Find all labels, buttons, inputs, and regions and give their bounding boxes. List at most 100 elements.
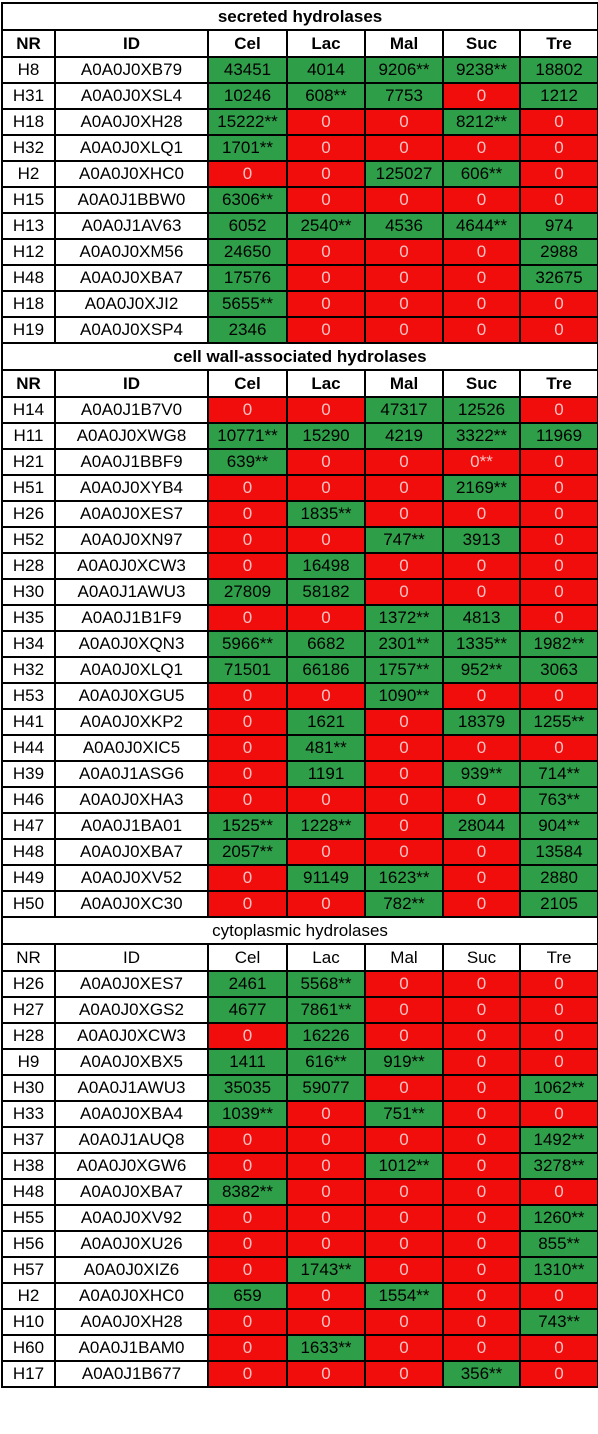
value-cell-tre: 0 <box>518 500 598 528</box>
id-cell: A0A0J0XGS2 <box>54 996 209 1024</box>
nr-cell: H12 <box>1 238 56 266</box>
table-row: H48 A0A0J0XBA7 17576 0 0 0 32675 <box>1 264 598 292</box>
nr-cell: H26 <box>1 970 56 998</box>
id-cell: A0A0J1ASG6 <box>54 760 209 788</box>
nr-cell: H30 <box>1 578 56 606</box>
value-cell-tre: 0 <box>518 1178 598 1206</box>
table-row: H18 A0A0J0XH28 15222** 0 0 8212** 0 <box>1 108 598 136</box>
column-header-suc: Suc <box>442 943 521 972</box>
value-cell-cel: 1701** <box>207 134 288 162</box>
value-cell-tre: 0 <box>518 1048 598 1076</box>
value-cell-tre: 3278** <box>518 1152 598 1180</box>
value-cell-tre: 1062** <box>518 1074 598 1102</box>
id-cell: A0A0J0XHC0 <box>54 1282 209 1310</box>
value-cell-cel: 659 <box>207 1282 288 1310</box>
section-1: cell wall-associated hydrolases NR ID Cel La… <box>0 342 598 918</box>
table-row: H32 A0A0J0XLQ1 71501 66186 1757** 952** 3063 <box>1 656 598 684</box>
table-row: H55 A0A0J0XV92 0 0 0 0 1260** <box>1 1204 598 1232</box>
value-cell-lac: 0 <box>286 786 366 814</box>
column-header-id: ID <box>54 29 209 58</box>
value-cell-lac: 7861** <box>286 996 366 1024</box>
nr-cell: H53 <box>1 682 56 710</box>
value-cell-mal: 0 <box>364 1230 444 1258</box>
value-cell-lac: 1191 <box>286 760 366 788</box>
nr-cell: H48 <box>1 1178 56 1206</box>
value-cell-suc: 0 <box>442 552 521 580</box>
value-cell-lac: 1633** <box>286 1334 366 1362</box>
value-cell-cel: 8382** <box>207 1178 288 1206</box>
id-cell: A0A0J0XN97 <box>54 526 209 554</box>
value-cell-tre: 0 <box>518 396 598 424</box>
value-cell-tre: 0 <box>518 186 598 214</box>
value-cell-suc: 0 <box>442 1152 521 1180</box>
value-cell-mal: 751** <box>364 1100 444 1128</box>
value-cell-cel: 0 <box>207 552 288 580</box>
table-row: H21 A0A0J1BBF9 639** 0 0 0** 0 <box>1 448 598 476</box>
table-row: H52 A0A0J0XN97 0 0 747** 3913 0 <box>1 526 598 554</box>
table-row: H28 A0A0J0XCW3 0 16226 0 0 0 <box>1 1022 598 1050</box>
value-cell-tre: 0 <box>518 108 598 136</box>
value-cell-cel: 0 <box>207 864 288 892</box>
table-row: H50 A0A0J0XC30 0 0 782** 0 2105 <box>1 890 598 918</box>
value-cell-mal: 0 <box>364 474 444 502</box>
nr-cell: H37 <box>1 1126 56 1154</box>
nr-cell: H15 <box>1 186 56 214</box>
value-cell-tre: 0 <box>518 1282 598 1310</box>
value-cell-suc: 606** <box>442 160 521 188</box>
id-cell: A0A0J0XSP4 <box>54 316 209 344</box>
value-cell-mal: 0 <box>364 1178 444 1206</box>
value-cell-mal: 0 <box>364 448 444 476</box>
table-row: H60 A0A0J1BAM0 0 1633** 0 0 0 <box>1 1334 598 1362</box>
value-cell-tre: 0 <box>518 996 598 1024</box>
table-row: H17 A0A0J1B677 0 0 0 356** 0 <box>1 1360 598 1388</box>
value-cell-cel: 6306** <box>207 186 288 214</box>
value-cell-cel: 0 <box>207 734 288 762</box>
column-header-lac: Lac <box>286 369 366 398</box>
value-cell-lac: 0 <box>286 186 366 214</box>
value-cell-mal: 0 <box>364 108 444 136</box>
value-cell-cel: 0 <box>207 396 288 424</box>
value-cell-cel: 1525** <box>207 812 288 840</box>
value-cell-tre: 714** <box>518 760 598 788</box>
value-cell-mal: 4536 <box>364 212 444 240</box>
table-row: H51 A0A0J0XYB4 0 0 0 2169** 0 <box>1 474 598 502</box>
value-cell-lac: 0 <box>286 838 366 866</box>
table-row: H48 A0A0J0XBA7 8382** 0 0 0 0 <box>1 1178 598 1206</box>
value-cell-cel: 0 <box>207 1152 288 1180</box>
value-cell-mal: 0 <box>364 838 444 866</box>
value-cell-cel: 0 <box>207 604 288 632</box>
value-cell-cel: 2346 <box>207 316 288 344</box>
id-cell: A0A0J0XSL4 <box>54 82 209 110</box>
id-cell: A0A0J1BBF9 <box>54 448 209 476</box>
value-cell-suc: 0 <box>442 1308 521 1336</box>
value-cell-lac: 0 <box>286 474 366 502</box>
value-cell-cel: 0 <box>207 708 288 736</box>
nr-cell: H21 <box>1 448 56 476</box>
column-header-cel: Cel <box>207 29 288 58</box>
nr-cell: H49 <box>1 864 56 892</box>
table-row: H44 A0A0J0XIC5 0 481** 0 0 0 <box>1 734 598 762</box>
nr-cell: H46 <box>1 786 56 814</box>
value-cell-tre: 1492** <box>518 1126 598 1154</box>
value-cell-suc: 0 <box>442 1100 521 1128</box>
id-cell: A0A0J1BAM0 <box>54 1334 209 1362</box>
id-cell: A0A0J0XV52 <box>54 864 209 892</box>
value-cell-lac: 616** <box>286 1048 366 1076</box>
column-header-mal: Mal <box>364 29 444 58</box>
value-cell-lac: 5568** <box>286 970 366 998</box>
id-cell: A0A0J0XBA7 <box>54 838 209 866</box>
value-cell-lac: 0 <box>286 1100 366 1128</box>
value-cell-suc: 3322** <box>442 422 521 450</box>
value-cell-mal: 0 <box>364 290 444 318</box>
value-cell-tre: 2988 <box>518 238 598 266</box>
nr-cell: H28 <box>1 1022 56 1050</box>
value-cell-lac: 0 <box>286 290 366 318</box>
id-cell: A0A0J0XV92 <box>54 1204 209 1232</box>
value-cell-tre: 0 <box>518 552 598 580</box>
table-row: H57 A0A0J0XIZ6 0 1743** 0 0 1310** <box>1 1256 598 1284</box>
value-cell-suc: 1335** <box>442 630 521 658</box>
column-header-tre: Tre <box>518 943 598 972</box>
column-header-row: NR ID Cel Lac Mal Suc Tre <box>1 943 598 972</box>
value-cell-suc: 0 <box>442 890 521 918</box>
